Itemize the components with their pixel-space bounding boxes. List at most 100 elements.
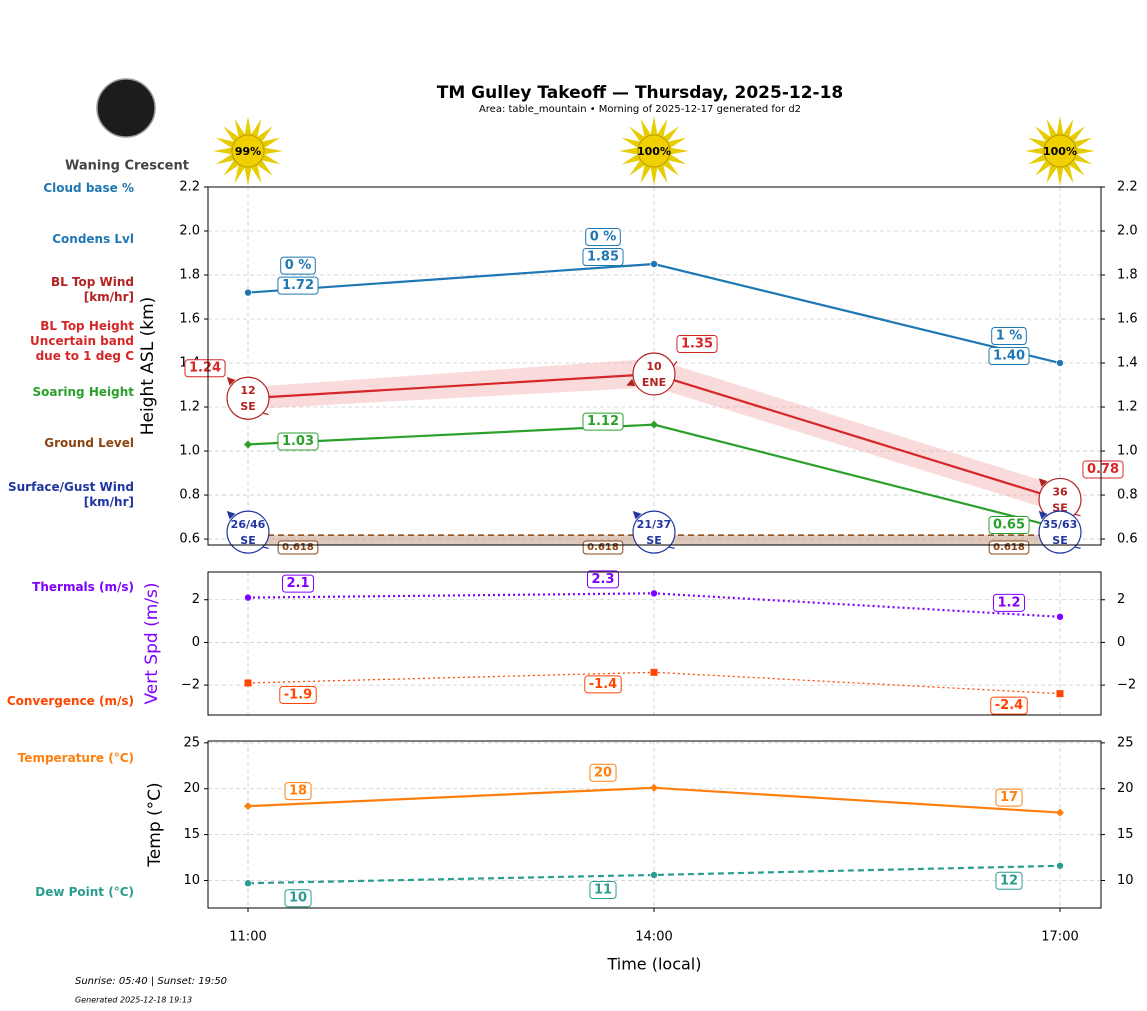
chart-title: TM Gulley Takeoff — Thursday, 2025-12-18 <box>437 83 844 103</box>
value-label-box <box>277 432 319 451</box>
value-label-box <box>284 889 312 908</box>
cloud-label-box <box>280 256 316 275</box>
point <box>1056 690 1064 698</box>
point <box>244 288 252 297</box>
point <box>244 440 252 449</box>
value-label-text: 1.12 <box>587 414 619 429</box>
value-label-box <box>995 871 1023 890</box>
row-label: Convergence (m/s) <box>7 694 134 708</box>
value-label: 1.2 <box>992 593 1026 612</box>
value-label: 2.1 <box>281 574 315 593</box>
wind-marker: 26/46 SE <box>226 510 270 554</box>
value-label-box <box>284 782 312 801</box>
y-tick-label: 0.6 <box>179 532 200 547</box>
y-tick-label-right: 0.8 <box>1117 488 1138 503</box>
y-tick-label-right: 0 <box>1117 635 1125 650</box>
ground-label: 0.618 <box>988 540 1030 555</box>
sun-disc <box>1043 134 1077 168</box>
wind-arrow <box>626 378 636 387</box>
cloud-label-box <box>585 228 621 247</box>
wind-arrow <box>632 510 642 520</box>
y-tick-label-right: 2.0 <box>1117 224 1138 239</box>
row-label-line: Temperature (°C) <box>18 751 134 765</box>
row-label-line: Cloud base % <box>43 181 134 195</box>
value-label-box <box>584 675 622 694</box>
value-label-text: 0.65 <box>993 518 1025 533</box>
point <box>244 679 252 687</box>
value-label-box <box>990 696 1028 715</box>
value-label-box <box>992 593 1026 612</box>
wind-circle <box>226 510 270 554</box>
wind-circle <box>632 352 676 396</box>
point <box>650 871 658 879</box>
row-label: BL Top Height Uncertain band due to 1 deg … <box>30 319 134 363</box>
y-tick-label: 0 <box>192 635 200 650</box>
subtitle: Area: table_mountain • Morning of 2025-1… <box>479 104 801 115</box>
series-line <box>247 864 1061 885</box>
y-tick-label: 2 <box>192 592 200 607</box>
row-label-line: Uncertain band <box>30 334 134 348</box>
value-label-box <box>277 276 319 295</box>
wind-tail <box>262 546 269 549</box>
value-label-text: 1.85 <box>587 250 619 265</box>
wind-direction: SE <box>646 534 661 547</box>
value-label-box <box>582 412 624 431</box>
wind-speed: 12 <box>240 384 255 397</box>
y-tick-label: 25 <box>183 735 200 750</box>
point <box>650 260 658 268</box>
wind-tail <box>668 546 675 549</box>
y-tick-label: −2 <box>181 678 200 693</box>
ground-label: 0.618 <box>277 540 319 555</box>
y-tick-label: 1.6 <box>179 312 200 327</box>
value-label-text: 18 <box>289 784 307 799</box>
value-label: 1.24 <box>184 359 226 378</box>
ground-label-box <box>277 540 319 555</box>
x-tick-label: 17:00 <box>1041 930 1078 945</box>
value-label-text: 1.72 <box>282 278 314 293</box>
y-tick-label-right: 0.6 <box>1117 532 1138 547</box>
value-label: 1.40 <box>988 347 1030 366</box>
value-label: -2.4 <box>990 696 1028 715</box>
cloud-label-text: 0 % <box>590 230 617 245</box>
wind-arrow <box>1038 478 1048 487</box>
value-label-box <box>988 347 1030 366</box>
row-label: Thermals (m/s) <box>32 580 134 594</box>
wind-arrow <box>1038 510 1048 520</box>
row-label: Dew Point (°C) <box>35 885 134 899</box>
sun-label: 100% <box>637 145 671 158</box>
wind-speed: 36 <box>1052 485 1068 498</box>
value-label-box <box>676 335 718 354</box>
value-label-box <box>281 574 315 593</box>
y-tick-label-right: −2 <box>1117 678 1136 693</box>
value-label-box <box>279 685 317 704</box>
point <box>1056 861 1064 870</box>
cloud-label: 1 % <box>991 327 1027 346</box>
wind-circle <box>1038 510 1082 554</box>
wind-direction: SE <box>240 400 255 413</box>
value-label: 20 <box>589 763 617 782</box>
row-label: Temperature (°C) <box>18 751 134 765</box>
row-label-line: Ground Level <box>44 436 134 450</box>
y-tick-label-right: 1.6 <box>1117 312 1138 327</box>
y-tick-label: 1.8 <box>179 268 200 283</box>
row-label-line: Thermals (m/s) <box>32 580 134 594</box>
wind-speed: 21/37 <box>637 518 672 531</box>
y-axis-label: Vert Spd (m/s) <box>142 582 162 704</box>
y-tick-label-right: 1.0 <box>1117 444 1138 459</box>
ground-label-text: 0.618 <box>587 542 619 553</box>
row-label: Cloud base % <box>43 181 134 195</box>
row-label: BL Top Wind [km/hr] <box>51 275 134 304</box>
point <box>650 783 658 792</box>
row-label-line: BL Top Wind <box>51 275 134 289</box>
value-label: 18 <box>284 782 312 801</box>
plot-frame <box>207 186 1102 546</box>
cloud-label-text: 1 % <box>996 329 1023 344</box>
value-label-box <box>1082 460 1124 479</box>
point <box>1056 808 1064 817</box>
generated: Generated 2025-12-18 19:13 <box>75 996 192 1005</box>
y-tick-label-right: 2.2 <box>1117 180 1138 195</box>
ground-label-text: 0.618 <box>282 542 314 553</box>
value-label-box <box>582 248 624 267</box>
